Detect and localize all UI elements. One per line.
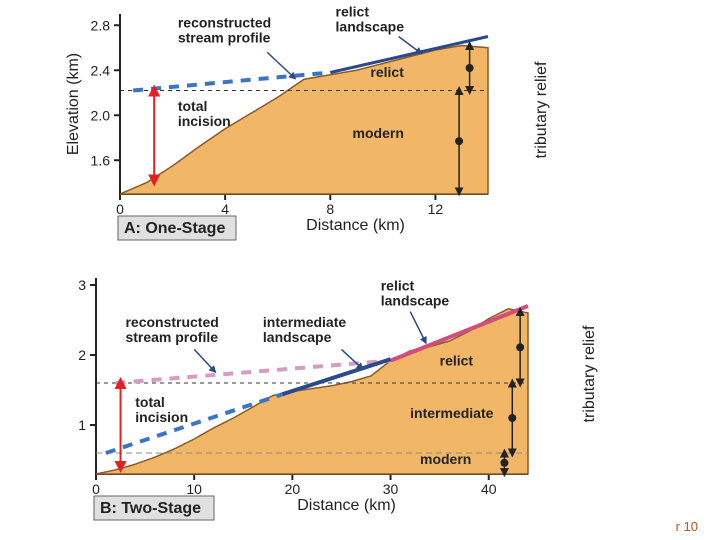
y-tick-label: 2.0 xyxy=(91,107,111,123)
x-tick-label: 0 xyxy=(116,201,124,217)
y-tick-label: 1.6 xyxy=(91,152,111,168)
x-tick-label: 20 xyxy=(285,481,301,497)
anno-intermediate-landscape: intermediatelandscape xyxy=(263,314,346,345)
y-tick-label: 2 xyxy=(78,347,86,363)
anno-reconstructed: reconstructedstream profile xyxy=(178,15,271,46)
anno-total-incision: totalincision xyxy=(178,98,231,129)
x-tick-label: 4 xyxy=(221,201,229,217)
anno-relict-landscape: relictlandscape xyxy=(381,278,450,309)
anno-modern: modern xyxy=(420,451,471,467)
terrain-fill xyxy=(120,46,488,195)
anno-relict-landscape-arrow xyxy=(410,312,425,341)
panel-b: 123010203040Distance (km)tributary relie… xyxy=(50,270,610,530)
anno-relict-landscape: relictlandscape xyxy=(336,3,405,34)
anno-relict-landscape-arrow xyxy=(399,37,420,53)
figure-root: { "figure": { "background_color": "#ffff… xyxy=(0,0,720,540)
x-axis-title: Distance (km) xyxy=(306,217,405,234)
y-tick-label: 2.4 xyxy=(91,62,111,78)
y-axis-title: Elevation (km) xyxy=(65,53,82,155)
anno-modern: modern xyxy=(353,125,404,141)
relief-arrow-dot xyxy=(455,137,463,145)
x-tick-label: 8 xyxy=(326,201,334,217)
tributary-relief-label: tributary relief xyxy=(533,61,550,158)
x-tick-label: 0 xyxy=(92,481,100,497)
anno-reconstructed: reconstructedstream profile xyxy=(125,314,218,345)
anno-reconstructed-arrow xyxy=(194,349,214,370)
y-tick-label: 1 xyxy=(78,417,86,433)
relief-arrow-dot xyxy=(500,459,508,467)
y-tick-label: 2.8 xyxy=(91,17,111,33)
x-tick-label: 30 xyxy=(383,481,399,497)
x-axis-title: Distance (km) xyxy=(297,497,396,514)
footer-text: r 10 xyxy=(676,519,698,534)
x-tick-label: 10 xyxy=(186,481,202,497)
panel-label: B: Two-Stage xyxy=(100,500,201,517)
tributary-relief-label: tributary relief xyxy=(581,325,598,422)
anno-intermediate: intermediate xyxy=(410,405,493,421)
anno-relict: relict xyxy=(370,64,404,80)
relief-arrow-dot xyxy=(466,64,474,72)
relief-arrow-dot xyxy=(516,343,524,351)
anno-relict: relict xyxy=(440,353,474,369)
relief-arrow-dot xyxy=(508,414,516,422)
anno-reconstructed-arrow xyxy=(267,52,293,77)
panel-a: Elevation (km) 1.6 2.0 2.4 2.8 0 4 8 12 Distance … xyxy=(60,0,560,250)
x-tick-label: 12 xyxy=(428,201,444,217)
panel-label: A: One-Stage xyxy=(124,220,225,237)
x-tick-label: 40 xyxy=(481,481,497,497)
y-tick-label: 3 xyxy=(78,277,86,293)
anno-total-incision: totalincision xyxy=(135,394,188,425)
